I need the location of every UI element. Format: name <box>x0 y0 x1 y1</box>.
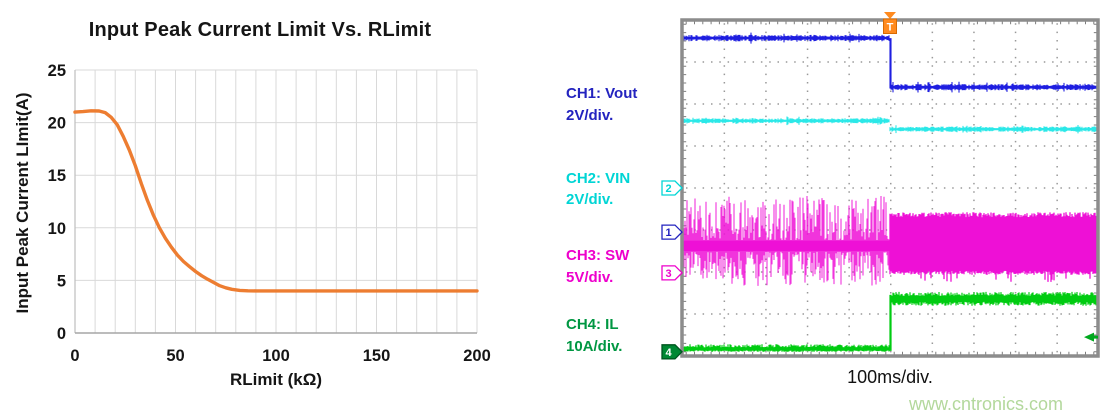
ch2-zero-marker <box>661 180 683 196</box>
ch3-scale: 5V/div. <box>566 269 614 286</box>
ch1-zero-marker-label: 1 <box>665 227 671 239</box>
ch2-zero-marker-label: 2 <box>665 183 671 195</box>
line-chart-panel: Input Peak Current Limit Vs. RLimit Inpu… <box>0 0 550 420</box>
ch3-sw-trace-dense <box>889 212 1098 282</box>
ch4-zero-marker <box>661 344 683 360</box>
oscilloscope-panel: CH1: Vout 2V/div. CH2: VIN 2V/div. CH3: … <box>550 0 1103 420</box>
chart-title: Input Peak Current Limit Vs. RLimit <box>88 19 432 41</box>
svg-text:0: 0 <box>70 347 79 365</box>
tick-labels: 0 50 100 150 200 0 5 10 15 20 25 <box>48 62 491 365</box>
current-limit-curve <box>73 109 479 293</box>
svg-text:50: 50 <box>166 347 184 365</box>
ch2-scale: 2V/div. <box>566 191 614 208</box>
ch1-scale: 2V/div. <box>566 107 614 124</box>
ch3-sw-trace-core <box>682 240 890 252</box>
ch4-label: CH4: IL <box>566 316 619 333</box>
svg-text:10: 10 <box>48 220 66 238</box>
ch4-level-arrow-icon <box>1084 332 1098 342</box>
timebase-label: 100ms/div. <box>847 367 933 387</box>
trigger-label: T <box>887 22 894 34</box>
line-chart-plot: 0 50 100 150 200 0 5 10 15 20 25 <box>48 62 491 365</box>
x-axis-label: RLimit (kΩ) <box>229 370 322 389</box>
ch1-zero-marker <box>661 224 683 240</box>
svg-text:200: 200 <box>463 347 491 365</box>
svg-text:100: 100 <box>262 347 290 365</box>
svg-text:150: 150 <box>363 347 391 365</box>
ch3-label: CH3: SW <box>566 247 630 264</box>
ch3-zero-marker-label: 3 <box>665 268 671 280</box>
trigger-box <box>883 18 897 34</box>
ch2-label: CH2: VIN <box>566 170 631 187</box>
svg-text:25: 25 <box>48 62 66 80</box>
svg-text:0: 0 <box>57 325 66 343</box>
trigger-arrow-icon <box>884 12 896 19</box>
grid-dots <box>686 23 1096 353</box>
ch4-scale: 10A/div. <box>566 338 623 355</box>
ch3-zero-marker <box>661 265 683 281</box>
svg-text:20: 20 <box>48 115 66 133</box>
chart-grid <box>74 69 478 334</box>
edge-ticks <box>683 21 1097 355</box>
watermark-text: www.cntronics.com <box>908 394 1063 414</box>
oscilloscope-screen: 1 2 3 4 T <box>661 12 1100 360</box>
ch1-label: CH1: Vout <box>566 85 638 102</box>
svg-text:15: 15 <box>48 167 66 185</box>
svg-text:5: 5 <box>57 272 66 290</box>
ch4-zero-marker-label: 4 <box>665 347 672 359</box>
